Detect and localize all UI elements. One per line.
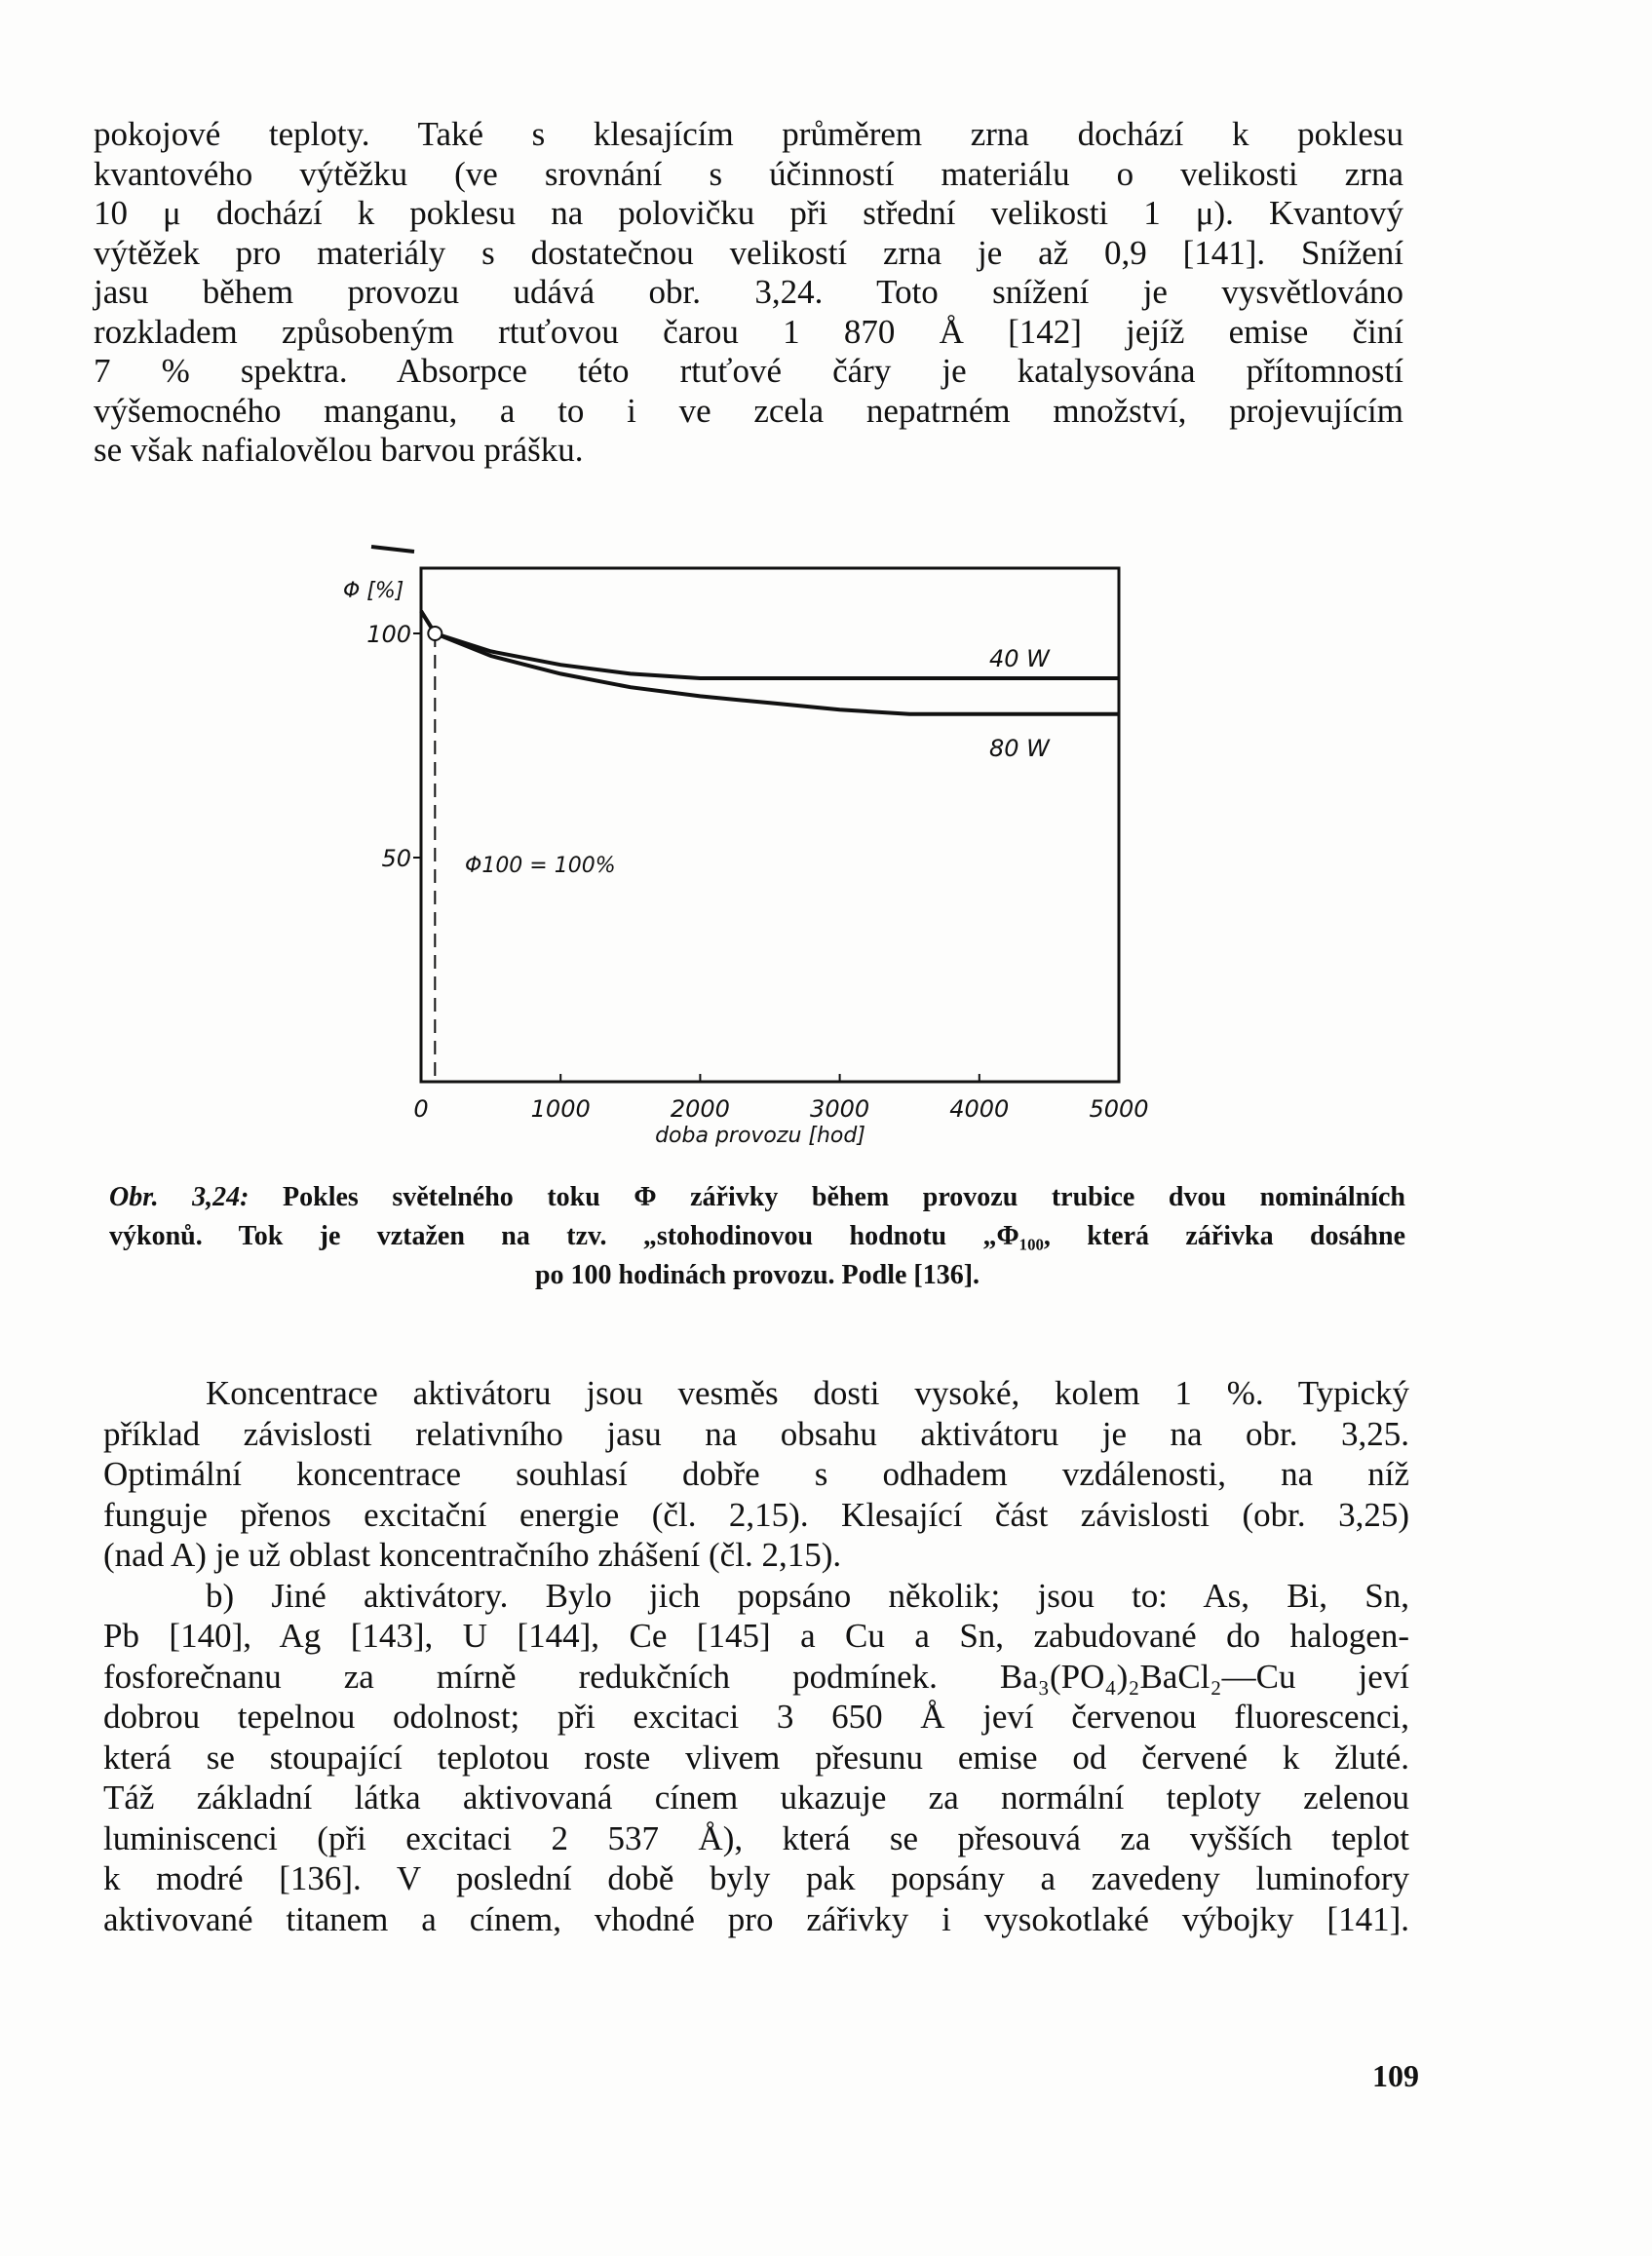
x-tick-label: 2000 [671,1095,730,1123]
text-line: aktivované titanem a cínem, vhodné pro z… [103,1899,1409,1938]
text-line: 10 μ dochází k poklesu na polovičku při … [94,194,1403,232]
caption-text-1: Pokles světelného toku Φ zářivky během p… [283,1182,1405,1212]
text-line: k modré [136]. V poslední době byly pak … [103,1859,1409,1897]
text-line: b) Jiné aktivátory. Bylo jich popsáno ně… [206,1576,1409,1615]
y-tick-label: 50 [381,845,411,872]
text-line: výšemocného manganu, a to i ve zcela nep… [94,391,1403,430]
x-tick-label: 4000 [949,1095,1009,1123]
text-line: výtěžek pro materiály s dostatečnou veli… [94,233,1403,272]
text-line: Táž základní látka aktivovaná cínem ukaz… [103,1778,1409,1816]
x-axis-label: doba provozu [hod] [655,1124,865,1148]
text-line: 7 % spektra. Absorpce této rtuťové čáry … [94,352,1403,390]
caption-line-3: po 100 hodinách provozu. Podle [136]. [534,1260,980,1290]
text-line: rozkladem způsobeným rtuťovou čarou 1 87… [94,312,1403,351]
y-tick-label: 100 [366,621,411,648]
text-line: dobrou tepelnou odolnost; při excitaci 3… [103,1698,1409,1736]
text-line: (nad A) je už oblast koncentračního zháš… [103,1536,842,1574]
text-line: která se stoupající teplotou roste vlive… [103,1738,1409,1777]
text-line: funguje přenos excitační energie (čl. 2,… [103,1495,1409,1534]
x-tick-label: 1000 [531,1095,591,1123]
text-line: Optimální koncentrace souhlasí dobře s o… [103,1455,1409,1493]
x-tick-label: 5000 [1089,1095,1148,1123]
text-line: luminiscenci (při excitaci 2 537 Å), kte… [103,1818,1409,1857]
text-line: kvantového výtěžku (ve srovnání s účinno… [94,154,1403,193]
text-line: Koncentrace aktivátoru jsou vesměs dosti… [206,1374,1409,1412]
luminous-flux-chart: 0 1000 2000 3000 4000 5000 50 100 Φ [%] doba prov… [343,545,1149,1148]
series-label-80w: 80 W [989,735,1051,762]
caption-line-1: Obr. 3,24: Pokles světelného toku Φ záři… [109,1181,1405,1214]
caption-line-2: výkonů. Tok je vztažen na tzv. „stohodin… [109,1221,1405,1251]
series-label-40w: 40 W [989,645,1051,672]
reference-point [427,626,443,641]
text-line: se však nafialovělou barvou prášku. [94,431,584,469]
caption-label: Obr. 3,24: [109,1182,250,1212]
series-line-80w [419,609,1119,716]
phi100-annotation: Φ100 = 100% [465,854,616,878]
plot-frame [419,566,1121,1084]
series-line-40w [419,609,1119,680]
text-line: pokojové teploty. Také s klesajícím prům… [94,115,1403,153]
text-line: jasu během provozu udává obr. 3,24. Toto… [94,273,1403,311]
y-axis-label: Φ [%] [343,579,403,603]
page-number: 109 [1372,2058,1419,2093]
text-line: příklad závislosti relativního jasu na o… [103,1414,1409,1453]
x-tick-label: 3000 [810,1095,869,1123]
text-line: Pb [140], Ag [143], U [144], Ce [145] a … [103,1617,1409,1655]
x-tick-label: 0 [413,1095,428,1123]
mark-dash [370,545,415,554]
text-line: fosforečnanu za mírně redukčních podmíne… [103,1657,1409,1696]
